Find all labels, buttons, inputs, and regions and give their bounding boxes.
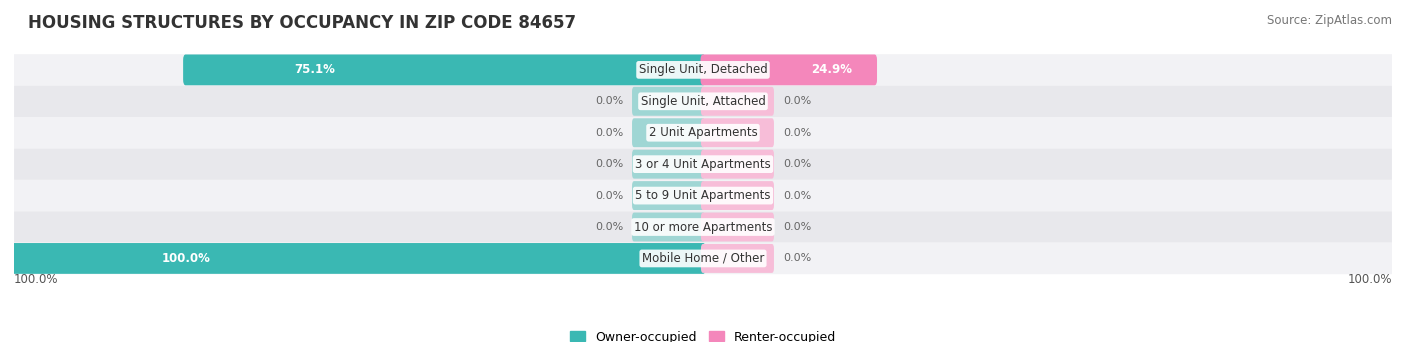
FancyBboxPatch shape <box>633 181 704 210</box>
FancyBboxPatch shape <box>633 213 704 241</box>
FancyBboxPatch shape <box>702 150 773 179</box>
FancyBboxPatch shape <box>14 180 1392 211</box>
FancyBboxPatch shape <box>633 150 704 179</box>
Text: 10 or more Apartments: 10 or more Apartments <box>634 221 772 234</box>
FancyBboxPatch shape <box>14 54 1392 86</box>
Text: 5 to 9 Unit Apartments: 5 to 9 Unit Apartments <box>636 189 770 202</box>
Text: 2 Unit Apartments: 2 Unit Apartments <box>648 126 758 139</box>
Text: 0.0%: 0.0% <box>783 128 811 138</box>
FancyBboxPatch shape <box>702 87 773 116</box>
Text: 0.0%: 0.0% <box>783 222 811 232</box>
Text: 0.0%: 0.0% <box>595 128 623 138</box>
Text: 0.0%: 0.0% <box>783 253 811 263</box>
FancyBboxPatch shape <box>702 181 773 210</box>
FancyBboxPatch shape <box>702 213 773 241</box>
Text: 100.0%: 100.0% <box>1347 273 1392 286</box>
FancyBboxPatch shape <box>183 54 706 85</box>
FancyBboxPatch shape <box>11 243 706 274</box>
Text: 0.0%: 0.0% <box>783 159 811 169</box>
FancyBboxPatch shape <box>14 117 1392 148</box>
FancyBboxPatch shape <box>14 243 1392 274</box>
FancyBboxPatch shape <box>702 244 773 273</box>
Text: 0.0%: 0.0% <box>595 96 623 106</box>
Text: 0.0%: 0.0% <box>595 222 623 232</box>
FancyBboxPatch shape <box>14 86 1392 117</box>
Text: Mobile Home / Other: Mobile Home / Other <box>641 252 765 265</box>
Text: Source: ZipAtlas.com: Source: ZipAtlas.com <box>1267 14 1392 27</box>
Text: 0.0%: 0.0% <box>595 159 623 169</box>
FancyBboxPatch shape <box>700 54 877 85</box>
Text: HOUSING STRUCTURES BY OCCUPANCY IN ZIP CODE 84657: HOUSING STRUCTURES BY OCCUPANCY IN ZIP C… <box>28 14 576 32</box>
Text: Single Unit, Detached: Single Unit, Detached <box>638 63 768 76</box>
Text: Single Unit, Attached: Single Unit, Attached <box>641 95 765 108</box>
FancyBboxPatch shape <box>14 211 1392 243</box>
Text: 100.0%: 100.0% <box>162 252 211 265</box>
Text: 0.0%: 0.0% <box>783 96 811 106</box>
Text: 3 or 4 Unit Apartments: 3 or 4 Unit Apartments <box>636 158 770 171</box>
FancyBboxPatch shape <box>633 118 704 147</box>
FancyBboxPatch shape <box>702 118 773 147</box>
FancyBboxPatch shape <box>633 87 704 116</box>
Legend: Owner-occupied, Renter-occupied: Owner-occupied, Renter-occupied <box>565 326 841 342</box>
FancyBboxPatch shape <box>14 148 1392 180</box>
Text: 75.1%: 75.1% <box>294 63 336 76</box>
Text: 0.0%: 0.0% <box>783 190 811 201</box>
Text: 24.9%: 24.9% <box>811 63 852 76</box>
Text: 100.0%: 100.0% <box>14 273 59 286</box>
Text: 0.0%: 0.0% <box>595 190 623 201</box>
